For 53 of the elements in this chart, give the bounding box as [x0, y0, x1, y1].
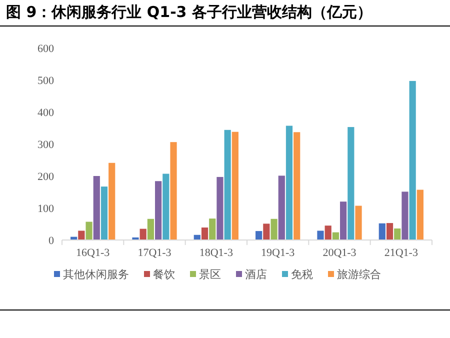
y-tick-label: 600	[38, 43, 54, 55]
legend-label: 酒店	[245, 268, 267, 281]
bar	[394, 228, 401, 240]
x-tick-label: 19Q1-3	[261, 247, 296, 259]
y-tick-label: 200	[38, 171, 54, 183]
legend-label: 景区	[199, 268, 221, 281]
bar	[378, 223, 386, 240]
chart-title: 图 9：休闲服务行业 Q1-3 各子行业营收结构（亿元）	[6, 3, 372, 21]
y-tick-label: 100	[38, 203, 54, 215]
bar	[78, 230, 85, 240]
bar	[86, 222, 92, 240]
bar	[140, 228, 146, 240]
bar	[278, 176, 285, 240]
y-tick-label: 500	[38, 75, 54, 87]
bar	[93, 176, 100, 240]
bar	[348, 127, 354, 240]
legend-label: 免税	[291, 268, 313, 281]
y-tick-label: 400	[38, 107, 54, 119]
bar	[324, 226, 332, 240]
bar	[170, 142, 177, 240]
bar	[201, 228, 208, 240]
bar	[332, 232, 339, 240]
x-tick-label: 16Q1-3	[76, 247, 110, 259]
bar	[386, 223, 394, 240]
bar	[232, 132, 238, 240]
x-tick-label: 17Q1-3	[138, 247, 172, 259]
x-tick-label: 20Q1-3	[322, 247, 357, 259]
bar	[270, 218, 278, 240]
bar	[162, 174, 170, 240]
bar	[224, 130, 231, 240]
x-tick-label: 21Q1-3	[384, 247, 418, 259]
bar	[147, 218, 154, 240]
y-tick-label: 0	[48, 235, 54, 247]
bar	[402, 192, 408, 240]
bar	[416, 190, 424, 240]
bar	[100, 186, 108, 240]
bar	[263, 224, 270, 240]
bar	[294, 132, 300, 240]
bar	[355, 206, 362, 240]
y-tick-label: 300	[38, 139, 54, 151]
bar	[286, 126, 293, 240]
x-tick-label: 18Q1-3	[199, 247, 234, 259]
bar	[256, 231, 262, 240]
bar	[209, 218, 216, 240]
bar	[340, 202, 347, 240]
legend-label: 旅游综合	[337, 268, 381, 281]
legend-label: 餐饮	[153, 268, 175, 281]
bar	[216, 176, 224, 240]
bar	[409, 80, 416, 240]
bar	[317, 230, 324, 240]
bar	[108, 162, 116, 240]
legend-label: 其他休闲服务	[63, 268, 129, 281]
bar	[155, 181, 162, 240]
